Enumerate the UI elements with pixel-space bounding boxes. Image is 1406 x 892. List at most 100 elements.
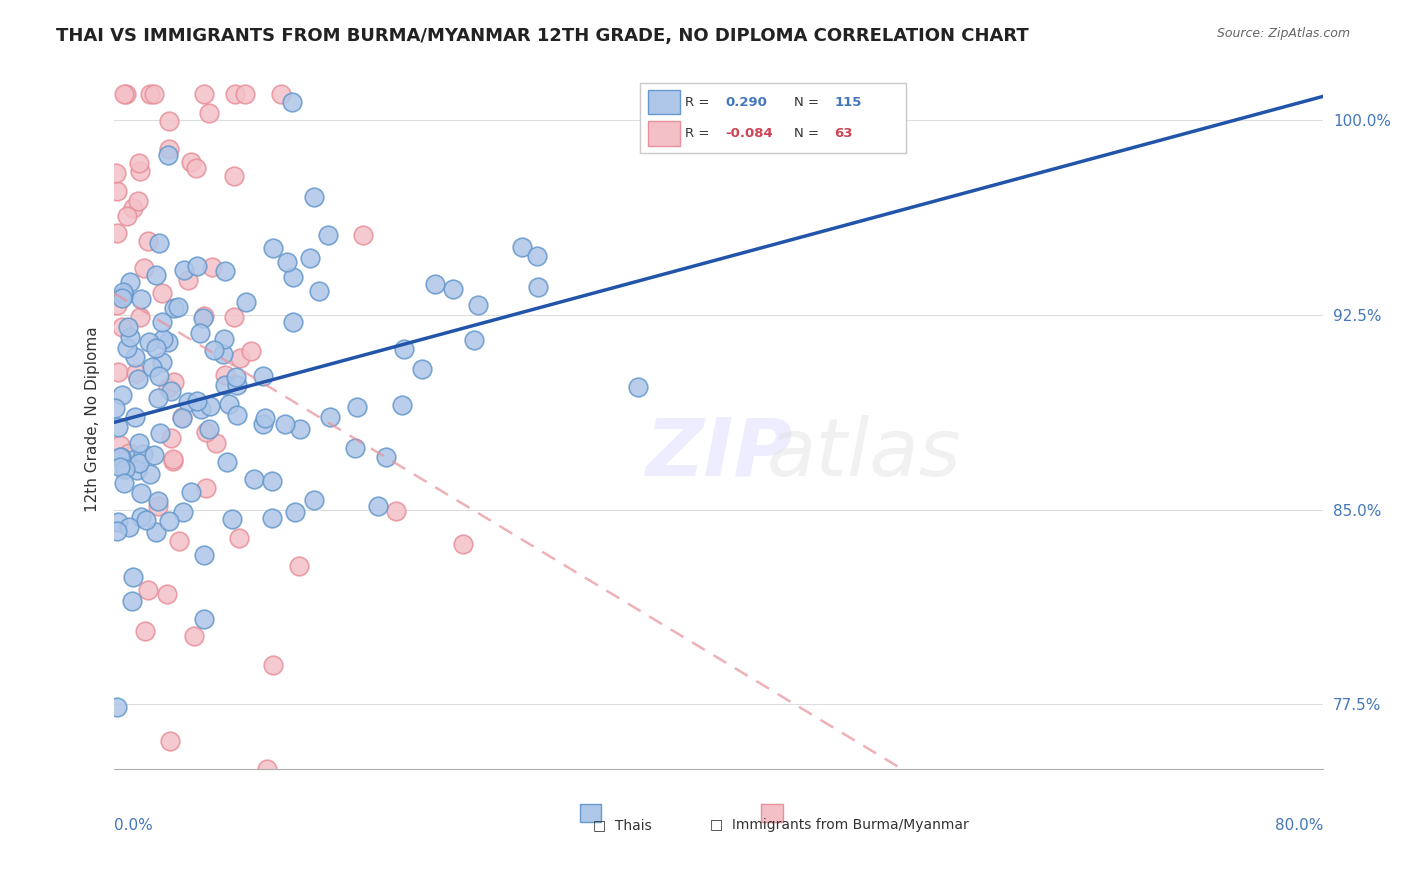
Point [124,451,146,466]
Point [125,463,148,477]
Point [156,587,179,601]
Point [302,190,325,204]
Point [173,263,195,277]
Point [148,236,170,251]
Point [157,381,180,395]
Point [139,87,162,102]
Point [193,548,215,562]
Point [124,350,146,364]
Point [367,499,389,513]
Point [139,467,162,481]
Point [159,734,181,748]
Point [273,417,295,431]
Point [110,438,132,452]
Point [180,485,202,500]
Point [105,524,128,538]
Point [128,310,150,324]
Point [352,228,374,243]
Point [105,298,128,312]
Point [157,514,180,528]
Point [221,512,243,526]
Point [105,166,128,180]
Point [319,410,342,425]
Point [104,401,127,416]
Point [117,446,139,460]
Point [218,397,240,411]
Point [172,505,194,519]
Point [111,320,134,334]
Point [202,343,225,358]
Text: THAI VS IMMIGRANTS FROM BURMA/MYANMAR 12TH GRADE, NO DIPLOMA CORRELATION CHART: THAI VS IMMIGRANTS FROM BURMA/MYANMAR 12… [56,27,1029,45]
Point [256,762,278,776]
Point [214,264,236,278]
Text: □  Thais: □ Thais [593,818,651,832]
Point [214,368,236,382]
Point [252,368,274,383]
Point [145,268,167,283]
Point [411,362,433,376]
Point [198,399,221,413]
Point [193,309,215,323]
Point [146,500,169,514]
Point [276,254,298,268]
Point [167,300,190,314]
Point [242,472,264,486]
Point [107,515,129,529]
Point [138,335,160,350]
Point [163,375,186,389]
Point [391,398,413,412]
Point [346,401,368,415]
Point [118,520,141,534]
Point [110,451,132,466]
Point [299,251,322,265]
Point [170,411,193,425]
Point [132,261,155,276]
Point [197,422,219,436]
Point [194,425,217,439]
Point [316,228,339,243]
Point [441,282,464,296]
Point [108,450,131,465]
Point [136,582,159,597]
Point [114,462,136,476]
Point [108,460,131,475]
Point [129,292,152,306]
Point [129,164,152,178]
Point [117,319,139,334]
Point [188,326,211,340]
Point [115,342,138,356]
Point [107,419,129,434]
FancyBboxPatch shape [579,805,602,822]
Y-axis label: 12th Grade, No Diploma: 12th Grade, No Diploma [86,326,100,512]
Point [114,87,136,102]
Point [128,155,150,169]
Point [527,280,550,294]
Point [112,475,135,490]
Point [224,87,246,102]
Point [150,355,173,369]
Point [150,315,173,329]
Point [150,286,173,301]
Point [127,371,149,385]
Point [205,435,228,450]
Point [129,510,152,524]
Point [145,341,167,355]
Point [112,285,135,299]
Point [183,629,205,643]
Point [114,87,136,102]
Point [217,455,239,469]
Point [211,347,233,361]
Point [169,533,191,548]
Point [193,87,215,102]
Point [284,505,307,519]
Point [111,387,134,401]
Point [105,226,128,240]
Point [111,291,134,305]
Point [162,451,184,466]
Point [186,259,208,273]
Point [308,285,330,299]
Point [115,209,138,223]
Point [194,481,217,495]
Point [190,402,212,417]
Point [146,392,169,406]
